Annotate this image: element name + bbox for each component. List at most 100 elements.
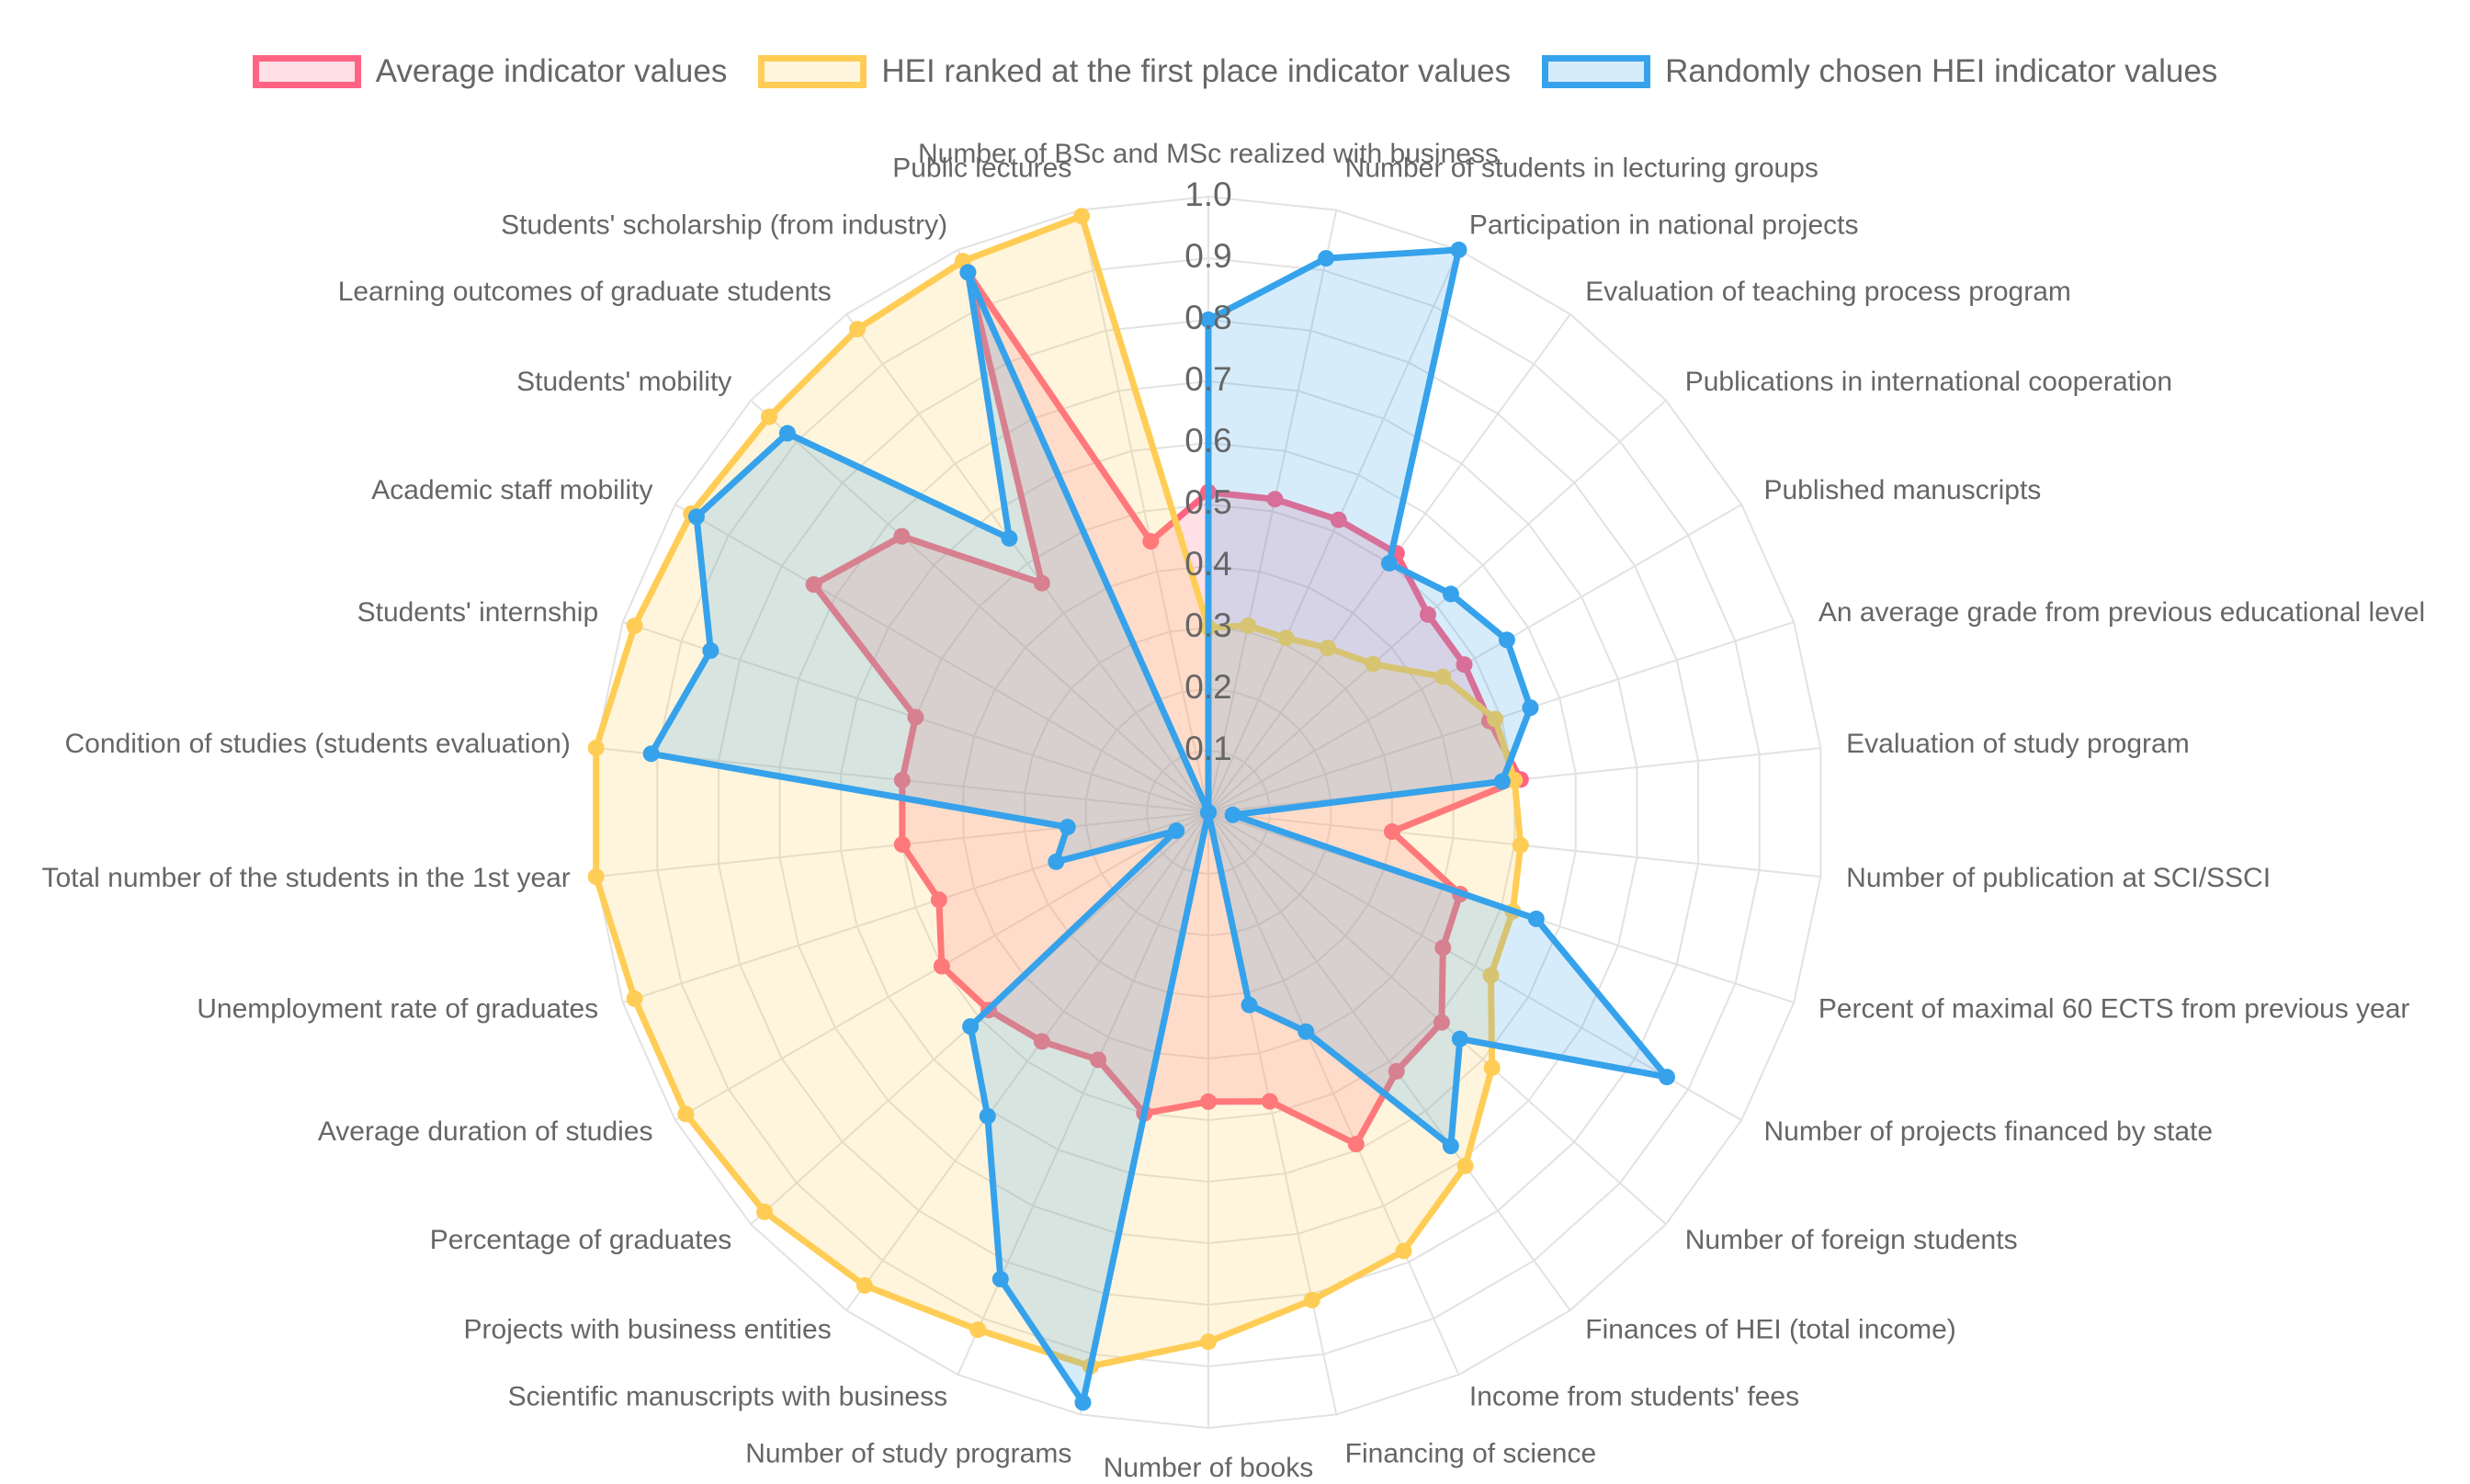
- data-point: [805, 576, 822, 594]
- legend-label: Randomly chosen HEI indicator values: [1665, 53, 2218, 89]
- grid-spoke: [1207, 811, 1460, 1376]
- axis-label: Number of publication at SCI/SSCI: [1846, 863, 2271, 893]
- axis-label: Number of foreign students: [1685, 1225, 2018, 1255]
- data-point: [1456, 656, 1473, 674]
- data-point: [1493, 773, 1511, 790]
- axis-labels: Number of BSc and MSc realized with busi…: [41, 139, 2425, 1483]
- data-point: [1347, 1136, 1365, 1153]
- data-point: [1261, 1093, 1278, 1110]
- legend: Average indicator values HEI ranked at th…: [0, 53, 2470, 90]
- axis-label: Public lectures: [892, 153, 1071, 184]
- data-point: [1001, 529, 1018, 547]
- data-point: [893, 527, 911, 545]
- data-point: [855, 1276, 873, 1294]
- data-point: [1319, 640, 1336, 657]
- legend-item[interactable]: Randomly chosen HEI indicator values: [1542, 53, 2217, 90]
- data-point: [1266, 491, 1284, 508]
- axis-label: Average duration of studies: [318, 1116, 653, 1147]
- data-point: [587, 739, 605, 756]
- data-point: [1450, 241, 1467, 258]
- data-point: [1498, 631, 1515, 649]
- grid-spoke: [845, 811, 1209, 1311]
- axis-label: Number of study programs: [745, 1438, 1071, 1468]
- axis-label: Total number of the students in the 1st …: [41, 863, 570, 893]
- legend-swatch: [252, 55, 361, 88]
- axis-label: Publications in international cooperatio…: [1685, 367, 2172, 397]
- axis-label: Number of BSc and MSc realized with busi…: [918, 139, 1499, 169]
- legend-swatch: [1542, 55, 1651, 88]
- tick-label: 0.1: [1184, 730, 1231, 767]
- tick-label: 0.9: [1184, 237, 1231, 275]
- radial-tick-labels: 0.1 0.2 0.3 0.4 0.5 0.6 0.7 0.8 0.9 1.0: [1184, 176, 1231, 767]
- series-3: [642, 241, 1676, 1411]
- data-point: [1380, 554, 1398, 572]
- axis-label: Unemployment rate of graduates: [197, 994, 598, 1025]
- tick-label: 0.6: [1184, 422, 1231, 459]
- data-point: [1659, 1069, 1676, 1086]
- data-point: [1318, 250, 1335, 267]
- axis-label: Published manuscripts: [1763, 475, 2041, 505]
- legend-item[interactable]: HEI ranked at the first place indicator …: [758, 53, 1511, 90]
- data-point: [1395, 1242, 1412, 1260]
- data-point: [1200, 1333, 1217, 1351]
- axis-label: Participation in national projects: [1469, 210, 1859, 240]
- data-point: [1074, 1394, 1092, 1411]
- data-point: [1482, 967, 1500, 984]
- data-point: [1451, 1030, 1468, 1048]
- tick-label: 0.3: [1184, 606, 1231, 644]
- data-point: [1240, 617, 1257, 634]
- legend-item[interactable]: Average indicator values: [252, 53, 728, 90]
- data-point: [959, 264, 977, 281]
- grid-spoke: [1079, 210, 1209, 813]
- tick-label: 0.7: [1184, 360, 1231, 398]
- grid-spoke: [1207, 399, 1667, 813]
- axis-label: Number of students in lecturing groups: [1345, 153, 1819, 184]
- data-point: [1330, 511, 1347, 528]
- axis-label: Students' internship: [357, 597, 599, 628]
- data-point: [1434, 939, 1452, 957]
- data-point: [1200, 804, 1217, 821]
- grid-spoke: [1207, 811, 1742, 1121]
- data-point: [1241, 996, 1258, 1014]
- data-point: [969, 1321, 987, 1339]
- series-2: [587, 208, 1529, 1375]
- grid-spoke: [750, 399, 1209, 813]
- axis-label: Evaluation of study program: [1846, 729, 2190, 759]
- data-point: [1059, 819, 1076, 836]
- data-point: [677, 1105, 695, 1123]
- data-point: [756, 1203, 774, 1220]
- data-point: [587, 868, 605, 886]
- axis-label: Evaluation of teaching process program: [1585, 277, 2071, 307]
- data-point: [1442, 585, 1459, 603]
- grid-spoke: [674, 504, 1209, 813]
- grid-spoke: [1207, 811, 1571, 1311]
- data-point: [893, 836, 911, 854]
- grid-spoke: [1207, 210, 1338, 813]
- data-point: [1033, 574, 1050, 592]
- tick-label: 1.0: [1184, 176, 1231, 213]
- data-point: [1512, 836, 1529, 854]
- data-point: [1487, 710, 1504, 728]
- data-point: [626, 617, 643, 635]
- data-point: [1224, 806, 1241, 823]
- grid-spoke: [1207, 504, 1742, 813]
- legend-label: Average indicator values: [375, 53, 728, 89]
- legend-swatch: [758, 55, 867, 88]
- tick-label: 0.5: [1184, 483, 1231, 521]
- data-point: [626, 990, 643, 1007]
- data-point: [1277, 629, 1295, 647]
- axis-label: Scientific manuscripts with business: [508, 1382, 948, 1412]
- data-point: [962, 1018, 980, 1036]
- axis-label: Learning outcomes of graduate students: [338, 277, 832, 307]
- axis-label: Projects with business entities: [464, 1315, 832, 1345]
- grid-spoke: [845, 313, 1209, 813]
- data-point: [1434, 668, 1452, 685]
- data-point: [1383, 823, 1400, 841]
- data-point: [1142, 533, 1160, 550]
- data-point: [1388, 1062, 1405, 1080]
- axis-label: Percentage of graduates: [430, 1225, 732, 1255]
- tick-label: 0.4: [1184, 545, 1231, 583]
- grid-spoke: [622, 811, 1209, 1003]
